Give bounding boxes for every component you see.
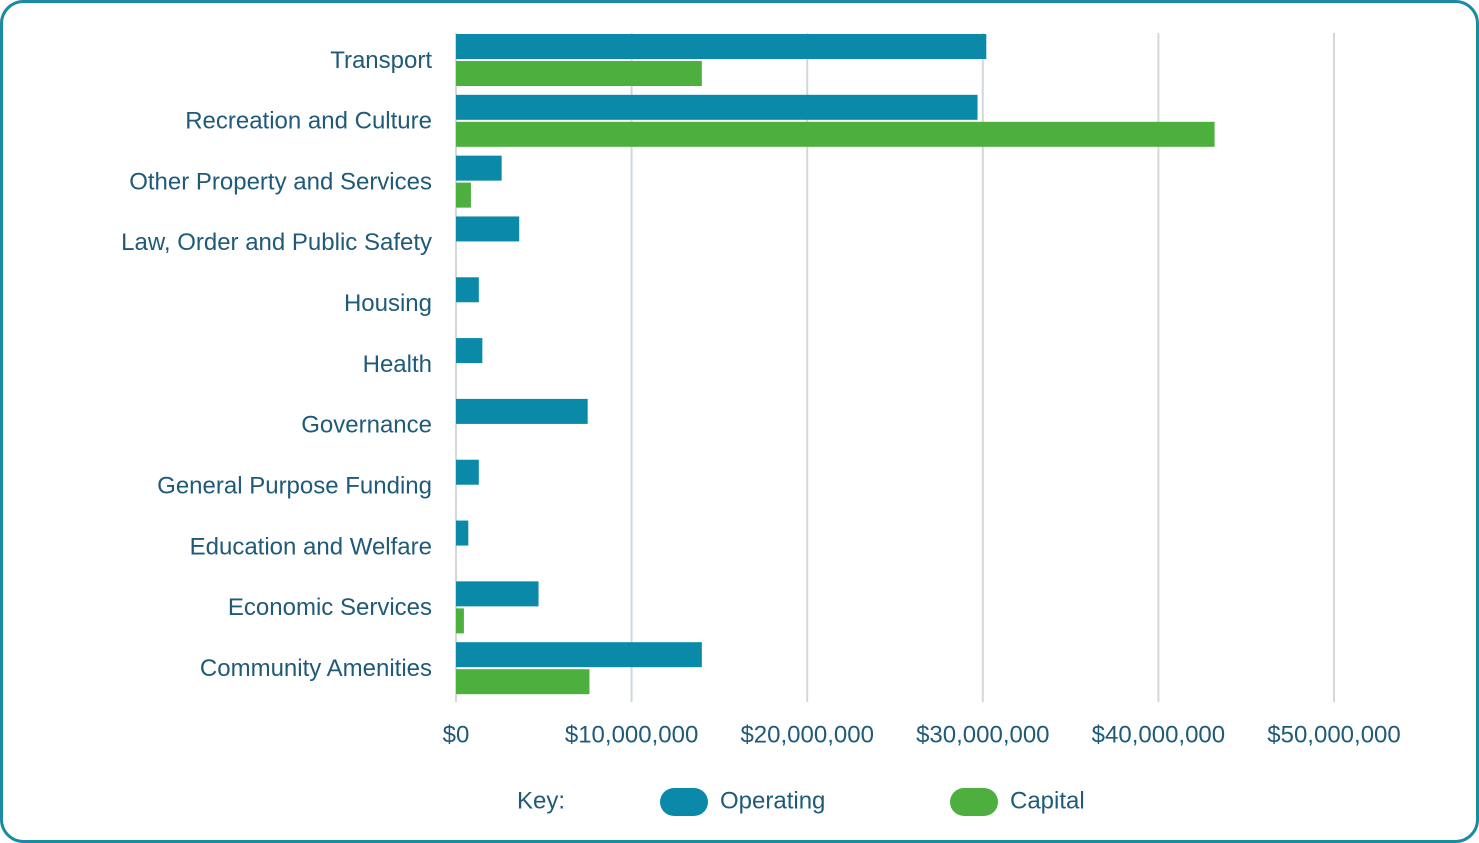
y-tick-label: Transport [330, 47, 432, 74]
bar [456, 61, 702, 86]
x-tick-label: $40,000,000 [1092, 721, 1225, 748]
x-tick-label: $50,000,000 [1267, 721, 1400, 748]
bar [456, 338, 483, 364]
bar [456, 216, 520, 242]
x-tick-label: $20,000,000 [740, 721, 873, 748]
y-tick-label: Recreation and Culture [185, 108, 432, 135]
y-tick-label: Economic Services [228, 594, 432, 621]
bar [456, 669, 590, 695]
x-tick-label: $10,000,000 [565, 721, 698, 748]
bar [456, 277, 479, 303]
x-tick-label: $0 [443, 721, 470, 748]
y-tick-label: General Purpose Funding [157, 472, 432, 499]
bar [456, 642, 702, 668]
legend-swatch [950, 788, 998, 816]
bar [456, 581, 539, 607]
y-tick-label: Health [363, 351, 432, 378]
legend-label: Capital [1010, 787, 1085, 814]
y-tick-label: Law, Order and Public Safety [121, 229, 432, 256]
bar [456, 94, 978, 120]
bar [456, 520, 469, 546]
y-tick-label: Governance [301, 412, 432, 439]
bar [456, 398, 588, 424]
y-tick-label: Community Amenities [200, 655, 432, 682]
bar [456, 182, 471, 208]
y-tick-label: Education and Welfare [190, 533, 432, 560]
bar [456, 459, 479, 485]
bar [456, 155, 502, 181]
x-tick-label: $30,000,000 [916, 721, 1049, 748]
y-tick-label: Housing [344, 290, 432, 317]
bar [456, 121, 1215, 147]
legend-title: Key: [517, 787, 565, 814]
legend-label: Operating [720, 787, 825, 814]
bar [456, 608, 464, 634]
bar [456, 34, 987, 59]
legend-swatch [660, 788, 708, 816]
y-tick-label: Other Property and Services [129, 168, 432, 195]
